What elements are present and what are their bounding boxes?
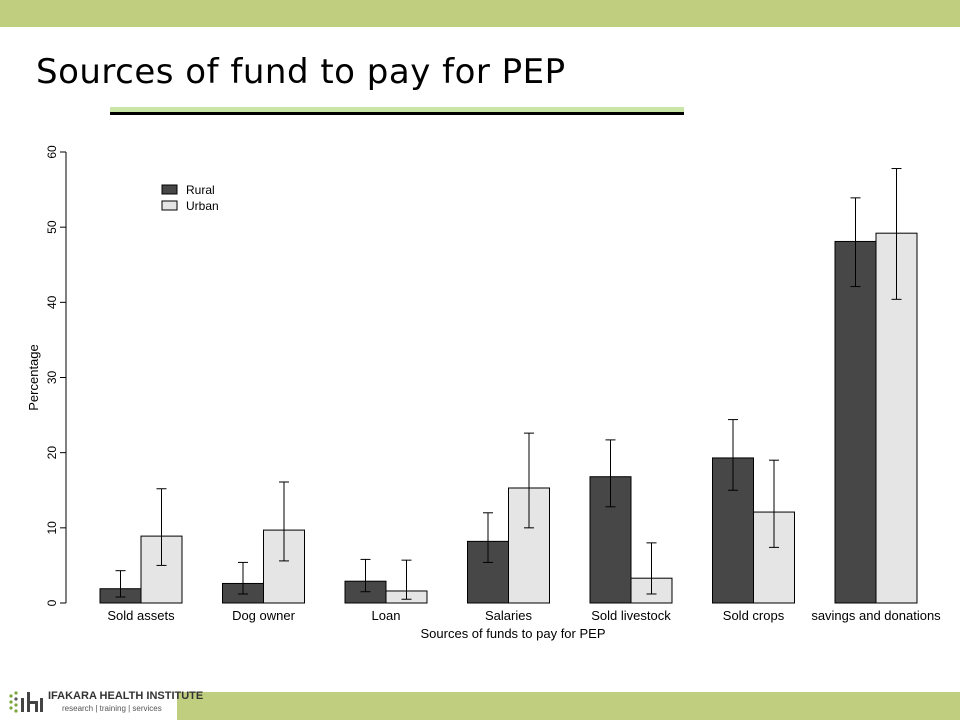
bottom-decor-band	[177, 692, 960, 720]
error-bar	[156, 488, 167, 566]
title-underline-green	[110, 107, 684, 112]
error-bar	[524, 432, 534, 529]
category-label: Sold livestock	[591, 608, 671, 623]
error-bar	[483, 512, 493, 563]
y-tick-label: 60	[45, 145, 59, 159]
category-label: savings and donations	[811, 608, 941, 623]
error-bar	[728, 419, 738, 491]
error-bar	[238, 561, 248, 595]
x-axis-label: Sources of funds to pay for PEP	[421, 626, 606, 641]
top-decor-band	[0, 0, 960, 27]
legend-swatch-rural	[161, 184, 178, 195]
error-bar	[115, 570, 126, 598]
y-tick-label: 20	[45, 446, 59, 460]
bar-rural	[834, 240, 877, 604]
legend: Rural Urban	[161, 183, 219, 213]
error-bar	[605, 439, 616, 508]
title-underline-black	[110, 112, 684, 115]
logo-tagline: research | training | services	[62, 704, 162, 713]
bar-group	[99, 168, 918, 604]
category-label: Sold assets	[107, 608, 175, 623]
legend-label-rural: Rural	[186, 183, 215, 197]
category-label: Sold crops	[723, 608, 785, 623]
y-tick-label: 40	[45, 295, 59, 309]
category-label: Loan	[372, 608, 401, 623]
error-bar	[769, 459, 779, 548]
y-tick-label: 50	[45, 220, 59, 234]
error-bar	[646, 542, 657, 595]
y-tick-label: 0	[45, 599, 59, 606]
legend-label-urban: Urban	[186, 199, 219, 213]
error-bar	[401, 559, 412, 600]
y-axis: 0 10 20 30 40 50 60	[45, 145, 67, 606]
category-label: Salaries	[485, 608, 532, 623]
legend-swatch-urban	[161, 200, 178, 211]
y-axis-label: Percentage	[26, 344, 41, 411]
slide-title: Sources of fund to pay for PEP	[36, 52, 566, 92]
error-bar	[850, 197, 861, 288]
category-label: Dog owner	[232, 608, 296, 623]
ifakara-logo: IFAKARA HEALTH INSTITUTE research | trai…	[8, 686, 203, 718]
error-bar	[891, 168, 902, 300]
y-tick-label: 10	[45, 521, 59, 535]
error-bar	[360, 558, 371, 593]
bar-chart: 0 10 20 30 40 50 60 Sold assets Dog owner Loan Sa…	[26, 145, 941, 641]
error-bar	[279, 481, 289, 562]
category-labels: Sold assets Dog owner Loan Salaries Sold liv…	[107, 608, 941, 623]
y-tick-label: 30	[45, 371, 59, 385]
ihi-logo-icon	[9, 691, 43, 713]
logo-name: IFAKARA HEALTH INSTITUTE	[48, 690, 204, 702]
